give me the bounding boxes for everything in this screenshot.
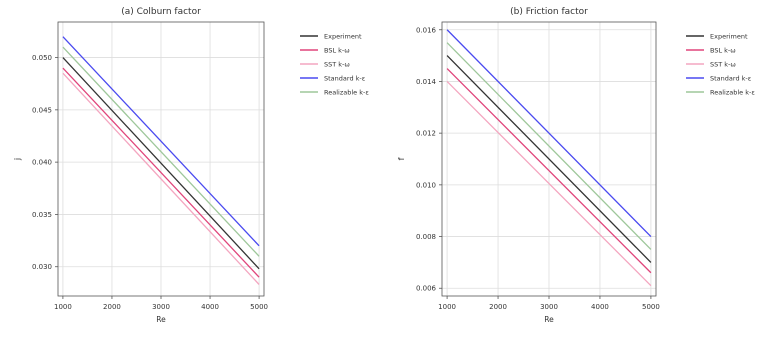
y-tick-label: 0.035 xyxy=(32,211,52,219)
series-line xyxy=(446,42,652,250)
legend-label: Experiment xyxy=(710,33,748,41)
series-line xyxy=(62,36,260,247)
x-tick-label: 3000 xyxy=(152,303,170,311)
legend-label: Experiment xyxy=(324,33,362,41)
y-axis-label: f xyxy=(397,157,406,160)
series-line xyxy=(446,80,652,287)
y-tick-label: 0.012 xyxy=(416,130,436,138)
y-axis-label: j xyxy=(13,158,22,161)
y-tick-label: 0.045 xyxy=(32,106,52,114)
x-tick-label: 4000 xyxy=(591,303,609,311)
y-tick-label: 0.016 xyxy=(416,26,437,34)
x-axis-label: Re xyxy=(156,315,166,324)
y-tick-label: 0.030 xyxy=(32,263,52,271)
x-tick-label: 1000 xyxy=(54,303,72,311)
series-line xyxy=(62,67,260,278)
y-tick-label: 0.050 xyxy=(32,54,52,62)
legend-label: Standard k-ε xyxy=(324,75,366,83)
chart-friction: 1000 2000 3000 4000 5000 0.006 0.008 0.010 0.012… xyxy=(397,7,755,324)
x-tick-label: 5000 xyxy=(250,303,268,311)
chart-title: (a) Colburn factor xyxy=(121,7,201,17)
y-tick-label: 0.040 xyxy=(32,159,52,167)
legend-label: BSL k-ω xyxy=(710,47,736,55)
legend-label: Standard k-ε xyxy=(710,75,752,83)
chart-title: (b) Friction factor xyxy=(510,7,588,17)
y-tick-label: 0.014 xyxy=(416,78,437,86)
series-line xyxy=(62,57,260,270)
x-tick-label: 3000 xyxy=(540,303,558,311)
x-tick-label: 2000 xyxy=(103,303,121,311)
legend-label: SST k-ω xyxy=(324,61,350,69)
y-tick-label: 0.010 xyxy=(416,181,436,189)
x-tick-label: 2000 xyxy=(489,303,507,311)
x-tick-label: 5000 xyxy=(642,303,660,311)
legend-label: BSL k-ω xyxy=(324,47,350,55)
y-tick-label: 0.008 xyxy=(416,233,436,241)
series-line xyxy=(62,72,260,285)
series-line xyxy=(446,68,652,274)
legend-label: SST k-ω xyxy=(710,61,736,69)
series-line xyxy=(446,55,652,263)
x-tick-label: 4000 xyxy=(201,303,219,311)
series-line xyxy=(446,29,652,238)
series-line xyxy=(62,46,260,257)
x-axis-label: Re xyxy=(544,315,554,324)
y-tick-label: 0.006 xyxy=(416,285,437,293)
x-tick-label: 1000 xyxy=(438,303,456,311)
legend-label: Realizable k-ε xyxy=(324,89,369,97)
chart-colburn: 1000 2000 3000 4000 5000 0.030 0.035 0.040 0.045… xyxy=(13,7,369,324)
legend-label: Realizable k-ε xyxy=(710,89,755,97)
